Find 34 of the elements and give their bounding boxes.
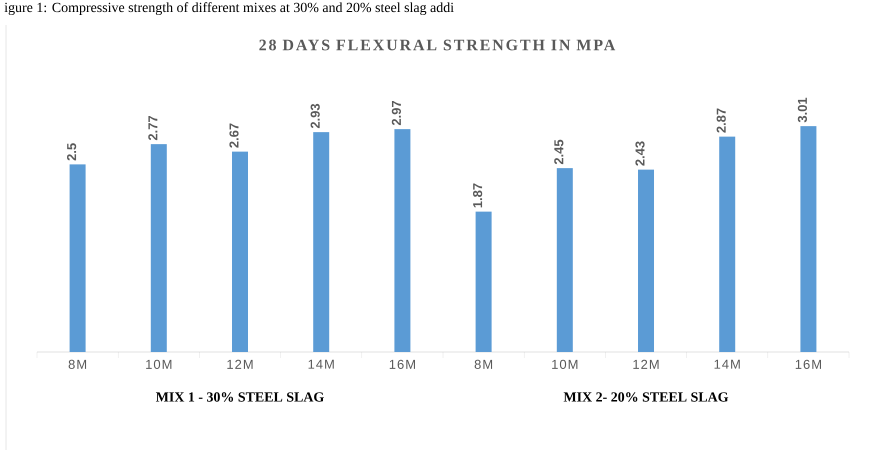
data-label: 2.87 <box>716 108 726 133</box>
data-label: 2.77 <box>148 116 158 140</box>
text: MIX 2- 20% STEEL SLAG <box>564 392 728 402</box>
x-tick-label: 14M <box>714 360 740 369</box>
x-tick-label: 12M <box>227 360 253 369</box>
bar <box>150 144 167 352</box>
bar <box>70 164 86 352</box>
x-tick-label: 12M <box>633 360 659 369</box>
data-label: 2.5 <box>67 143 76 160</box>
bar <box>719 136 736 352</box>
x-tick-label: 16M <box>390 360 415 369</box>
x-tick-label: 10M <box>146 360 172 369</box>
bar <box>394 129 410 352</box>
data-label: 2.97 <box>392 100 401 126</box>
x-tick-label: 10M <box>552 360 578 369</box>
x-tick-label: 8M <box>474 360 492 369</box>
data-label: 2.43 <box>635 141 645 166</box>
x-tick-label: 14M <box>308 360 334 369</box>
data-label: 3.01 <box>798 98 808 122</box>
data-label: 2.93 <box>310 104 320 128</box>
bar <box>476 212 492 352</box>
data-label: 2.67 <box>229 123 239 148</box>
data-label: 2.45 <box>554 140 564 164</box>
text: igure 1: Compressive strength of different mixes at 30% and 20% steel slag addi <box>4 2 454 16</box>
text: MIX 1 - 30% STEEL SLAG <box>156 392 324 402</box>
bar <box>556 168 573 352</box>
x-tick-label: 16M <box>796 360 821 369</box>
x-tick-label: 8M <box>68 360 86 369</box>
chart-title: 28 DAYS FLEXURAL STRENGTH IN MPA <box>259 40 616 50</box>
data-label: 1.87 <box>473 184 482 208</box>
bar <box>638 170 654 352</box>
bar <box>232 152 248 352</box>
bar <box>313 132 330 352</box>
bar <box>800 126 816 352</box>
